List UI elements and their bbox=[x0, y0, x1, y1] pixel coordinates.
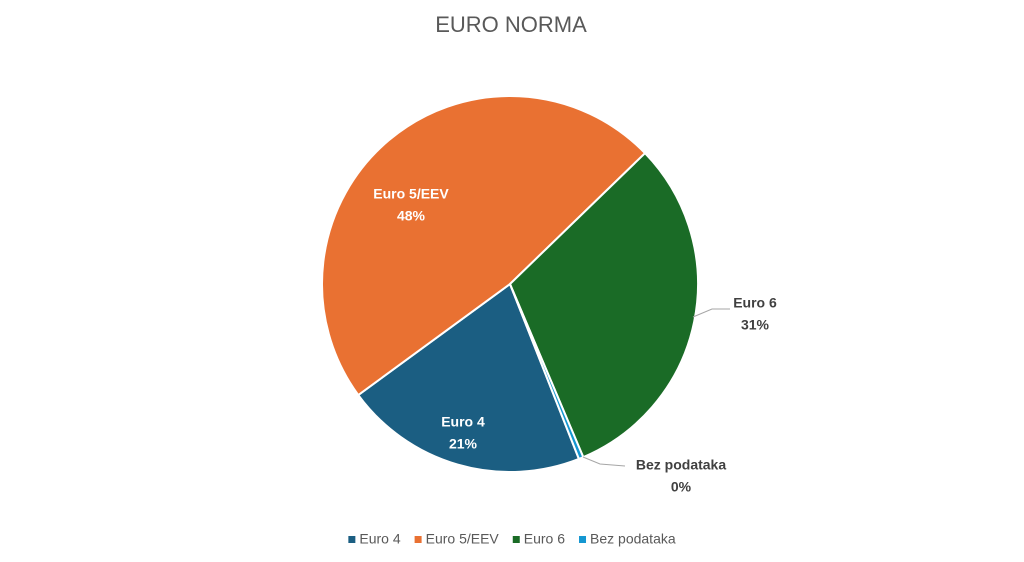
legend: Euro 4 Euro 5/EEV Euro 6 Bez podataka bbox=[348, 531, 676, 547]
data-label-name: Euro 5/EEV bbox=[373, 186, 449, 202]
legend-swatch bbox=[348, 536, 356, 543]
data-label-value: 0% bbox=[671, 479, 692, 495]
legend-swatch bbox=[512, 536, 520, 543]
pie-slice bbox=[356, 282, 581, 473]
pie bbox=[321, 95, 699, 473]
legend-label: Bez podataka bbox=[590, 531, 676, 547]
leader-line bbox=[582, 456, 626, 467]
data-label-name: Euro 4 bbox=[441, 414, 485, 430]
data-labels: Euro 4 21% Euro 5/EEV 48% Euro 6 31% Bez podat… bbox=[373, 186, 777, 495]
pie-slice bbox=[508, 151, 699, 459]
data-label-name: Bez podataka bbox=[636, 457, 726, 473]
data-label-value: 48% bbox=[397, 208, 426, 224]
legend-label: Euro 5/EEV bbox=[426, 531, 500, 547]
legend-swatch bbox=[579, 536, 587, 543]
legend-swatch bbox=[414, 536, 422, 543]
pie-slice bbox=[321, 95, 647, 397]
data-label-name: Euro 6 bbox=[733, 295, 777, 311]
data-label-value: 31% bbox=[741, 317, 770, 333]
chart-title: EURO NORMA bbox=[435, 12, 587, 37]
legend-label: Euro 4 bbox=[359, 531, 400, 547]
data-label-value: 21% bbox=[449, 436, 478, 452]
leader-line bbox=[692, 308, 730, 318]
legend-label: Euro 6 bbox=[524, 531, 565, 547]
